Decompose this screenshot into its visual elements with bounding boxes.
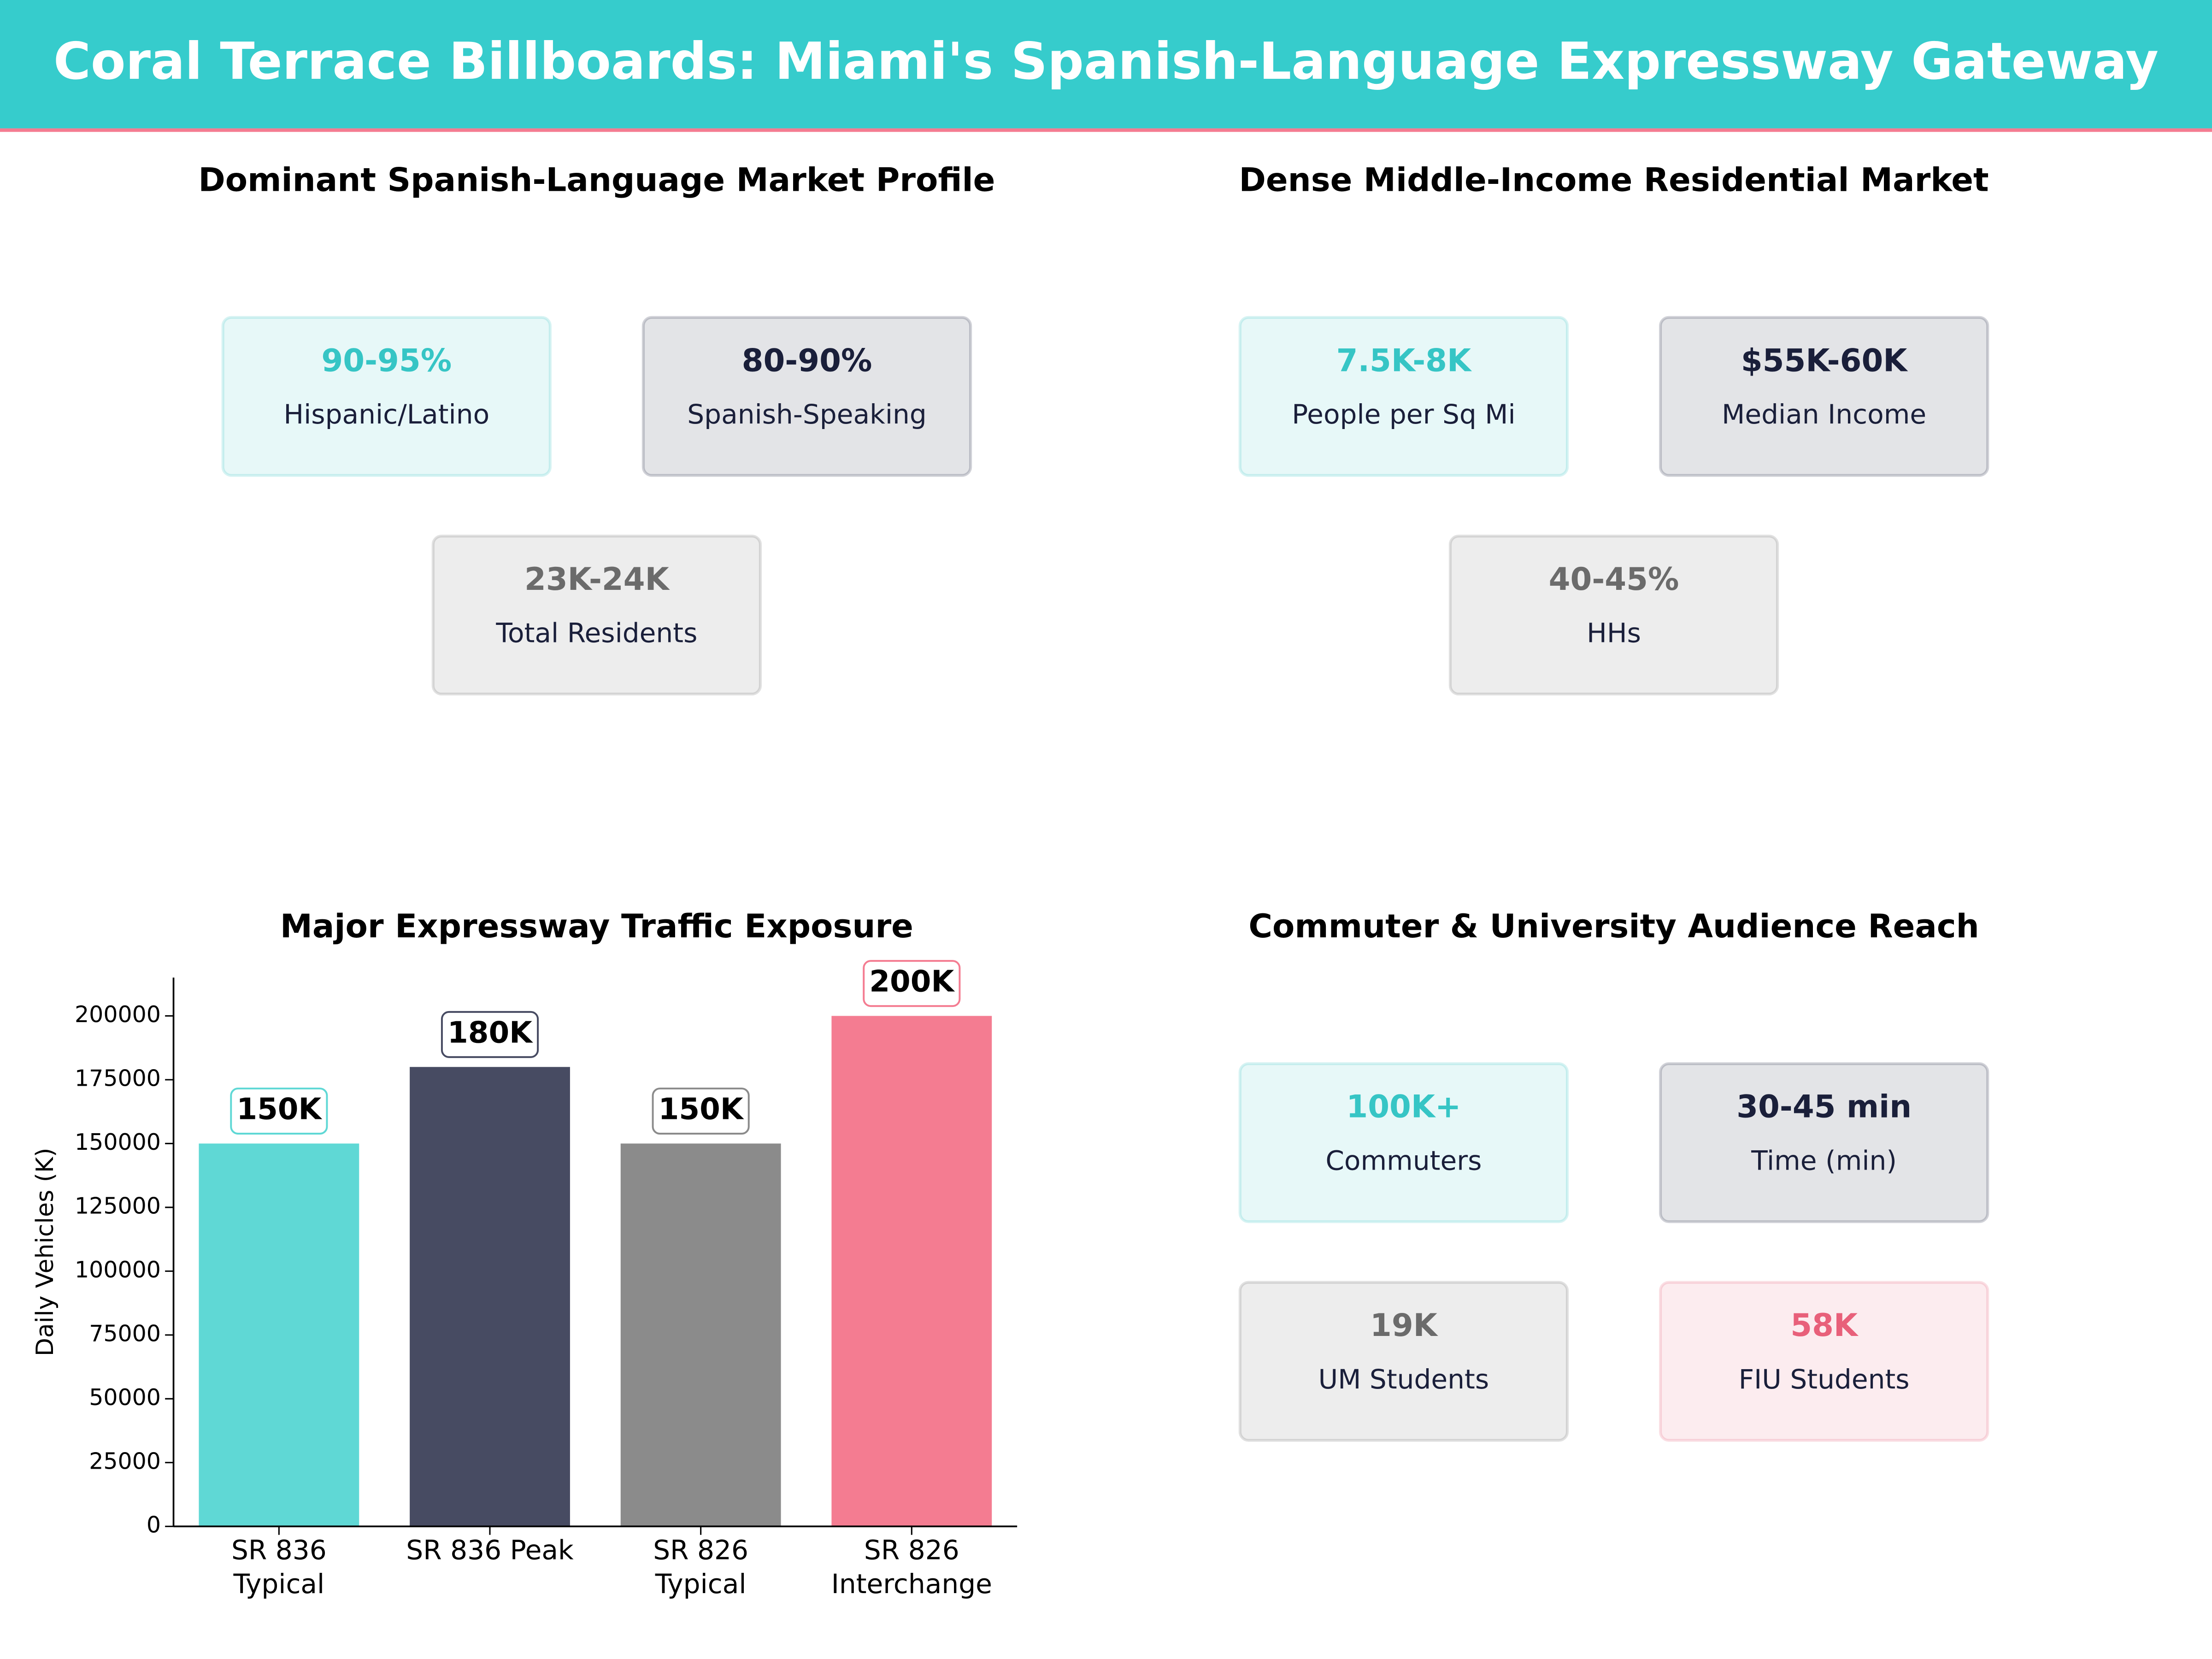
card-box	[1238, 316, 1569, 477]
y-tick-label: 200000	[75, 1001, 161, 1028]
x-tick-label: SR 836 Peak	[406, 1534, 574, 1565]
card-value: 80-90%	[742, 342, 872, 378]
value-label-box	[652, 1088, 750, 1135]
kpi-card: 19K UM Students	[1238, 1281, 1569, 1442]
card-value: 100K+	[1346, 1088, 1461, 1125]
card-label: People per Sq Mi	[1292, 399, 1515, 430]
card-label: Hispanic/Latino	[283, 399, 489, 430]
card-value: 19K	[1370, 1307, 1439, 1343]
card-box	[1659, 316, 1989, 477]
kpi-card: $55K-60K Median Income	[1659, 316, 1989, 477]
kpi-card: 100K+ Commuters	[1238, 1062, 1569, 1224]
card-box	[1659, 1281, 1989, 1442]
value-label: 150K	[659, 1092, 744, 1127]
y-tick-label: 100000	[75, 1257, 161, 1283]
card-label: Spanish-Speaking	[687, 399, 927, 430]
card-box	[1448, 535, 1779, 696]
kpi-card: 40-45% HHs	[1448, 535, 1779, 696]
value-label: 150K	[236, 1092, 322, 1127]
page-title: Coral Terrace Billboards: Miami's Spanis…	[53, 32, 2159, 91]
x-tick-label: SR 836 Typical	[231, 1534, 327, 1599]
y-tick-label: 25000	[89, 1448, 161, 1474]
y-tick-label: 0	[147, 1512, 161, 1538]
card-label: HHs	[1587, 618, 1641, 649]
card-label: Time (min)	[1751, 1145, 1897, 1177]
card-box	[641, 316, 972, 477]
card-label: UM Students	[1318, 1364, 1489, 1395]
value-label-box	[863, 960, 961, 1007]
x-tick-line: Typical	[233, 1568, 324, 1600]
kpi-card: 7.5K-8K People per Sq Mi	[1238, 316, 1569, 477]
bar	[831, 1016, 992, 1527]
x-tick-line: Typical	[655, 1568, 747, 1600]
panel-title: Commuter & University Audience Reach	[1248, 907, 1979, 945]
card-box	[1238, 1062, 1569, 1224]
panel-title: Dense Middle-Income Residential Market	[1239, 161, 1988, 199]
card-value: 23K-24K	[524, 561, 671, 597]
y-tick-label: 175000	[75, 1065, 161, 1091]
y-tick-label: 75000	[89, 1320, 161, 1347]
chart-title: Major Expressway Traffic Exposure	[280, 907, 913, 945]
y-tick-label: 125000	[75, 1193, 161, 1219]
value-label-box	[230, 1088, 328, 1135]
kpi-card: 23K-24K Total Residents	[431, 535, 762, 696]
kpi-card: 30-45 min Time (min)	[1659, 1062, 1989, 1224]
header-rule	[0, 128, 2212, 132]
card-box	[1238, 1281, 1569, 1442]
kpi-card: 58K FIU Students	[1659, 1281, 1989, 1442]
x-tick-line: Interchange	[831, 1568, 992, 1600]
card-box	[221, 316, 552, 477]
x-tick-line: SR 836 Peak	[406, 1534, 574, 1565]
card-label: FIU Students	[1739, 1364, 1910, 1395]
card-box	[1659, 1062, 1989, 1224]
card-label: Median Income	[1722, 399, 1926, 430]
bar	[620, 1143, 781, 1527]
card-label: Commuters	[1325, 1145, 1482, 1177]
value-label-box	[441, 1011, 539, 1058]
header-bar	[0, 0, 2212, 129]
x-tick-line: SR 826	[653, 1534, 748, 1565]
x-tick-label: SR 826 Typical	[653, 1534, 748, 1599]
card-value: 58K	[1790, 1307, 1859, 1343]
kpi-card: 80-90% Spanish-Speaking	[641, 316, 972, 477]
y-tick-label: 150000	[75, 1129, 161, 1155]
card-box	[431, 535, 762, 696]
x-tick-line: SR 836	[231, 1534, 327, 1565]
card-label: Total Residents	[495, 618, 697, 649]
bar	[199, 1143, 359, 1527]
bar	[410, 1067, 570, 1527]
y-tick-label: 50000	[89, 1384, 161, 1411]
y-axis-label: Daily Vehicles (K)	[31, 1148, 59, 1357]
panel-title: Dominant Spanish-Language Market Profile	[198, 161, 995, 199]
value-label: 180K	[447, 1015, 533, 1050]
card-value: 30-45 min	[1736, 1088, 1912, 1125]
x-tick-label: SR 826 Interchange	[831, 1534, 992, 1599]
value-label: 200K	[869, 965, 955, 999]
card-value: $55K-60K	[1741, 342, 1908, 378]
card-value: 90-95%	[321, 342, 452, 378]
card-value: 40-45%	[1549, 561, 1679, 597]
kpi-card: 90-95% Hispanic/Latino	[221, 316, 552, 477]
x-tick-line: SR 826	[864, 1534, 959, 1565]
card-value: 7.5K-8K	[1336, 342, 1472, 378]
